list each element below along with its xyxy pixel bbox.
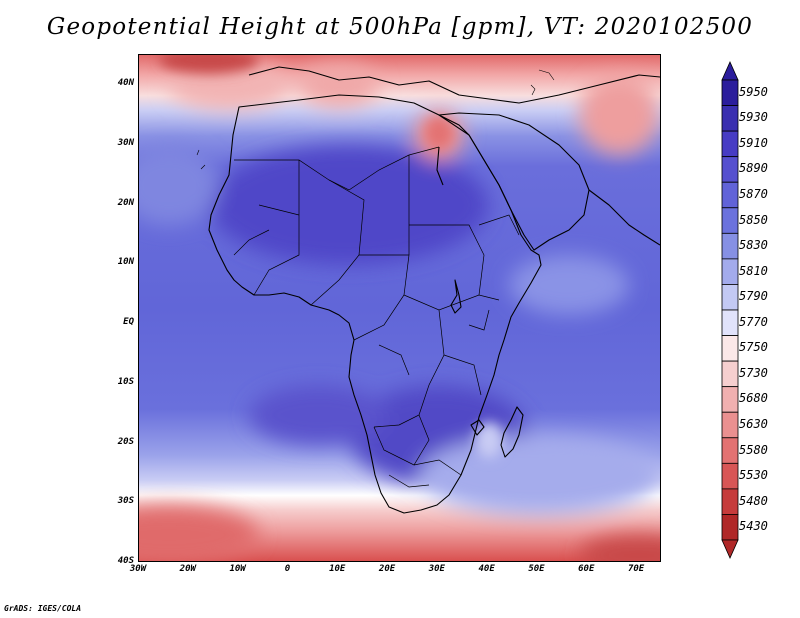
colorbar-level-label: 5870: [739, 187, 768, 201]
colorbar-segment: [721, 156, 739, 183]
colorbar-segment: [721, 207, 739, 234]
colorbar-segment: [721, 335, 739, 362]
colorbar-segment: [721, 130, 739, 158]
lat-tick-label: 10N: [117, 257, 134, 268]
lon-tick-label: 20W: [179, 564, 196, 574]
lon-tick-label: 10E: [329, 564, 346, 574]
colorbar-level-label: 5730: [739, 365, 768, 380]
lat-tick-label: 20N: [117, 197, 134, 208]
colorbar-level-label: 5530: [739, 468, 768, 483]
lon-tick-label: 60E: [578, 564, 595, 574]
lat-tick-label: EQ: [123, 317, 134, 327]
lon-tick-label: 30W: [129, 564, 147, 574]
colorbar-level-label: 5630: [739, 417, 768, 431]
lon-tick-label: 50E: [528, 564, 545, 574]
colorbar-segment: [721, 514, 739, 541]
lat-tick-label: 10S: [117, 376, 134, 387]
colorbar-level-label: 5790: [739, 289, 768, 304]
height-field-map: [139, 55, 660, 561]
colorbar-level-label: 5770: [739, 314, 768, 329]
colorbar-level-label: 5850: [739, 212, 768, 227]
colorbar-segment: [721, 386, 739, 413]
colorbar-level-label: 5830: [739, 238, 768, 253]
chart-title: Geopotential Height at 500hPa [gpm], VT:…: [46, 14, 754, 40]
coastlines: [208, 66, 660, 514]
colorbar: [721, 61, 739, 559]
colorbar-level-label: 5810: [739, 263, 768, 278]
colorbar-segment: [721, 309, 739, 336]
colorbar-segment: [721, 411, 739, 439]
colorbar-top-arrow: [721, 61, 739, 81]
colorbar-segment: [721, 258, 739, 285]
colorbar-segment: [721, 488, 739, 515]
lon-tick-label: 70E: [627, 564, 645, 574]
field-anomalies: [139, 60, 660, 561]
colorbar-segment: [721, 181, 739, 209]
colorbar-segment: [721, 232, 739, 260]
colorbar-level-label: 5930: [739, 110, 768, 125]
colorbar-segment: [721, 79, 739, 106]
colorbar-level-label: 5950: [739, 84, 768, 99]
colorbar-segment: [721, 105, 739, 132]
colorbar-level-label: 5910: [739, 135, 768, 150]
colorbar-segment: [721, 360, 739, 388]
colorbar-segment: [721, 437, 739, 464]
lon-tick-label: 40E: [478, 564, 495, 574]
colorbar-level-label: 5680: [739, 391, 768, 406]
credit-text: GrADS: IGES/COLA: [4, 604, 82, 613]
lat-tick-label: 30S: [117, 496, 134, 507]
map-panel: [138, 54, 661, 562]
colorbar-bottom-arrow: [721, 539, 739, 559]
colorbar-level-label: 5890: [739, 161, 768, 176]
lat-tick-label: 20S: [117, 436, 134, 447]
lat-tick-label: 40N: [117, 78, 134, 88]
lon-tick-label: 30E: [428, 564, 445, 574]
lon-tick-label: 20E: [378, 564, 396, 574]
lon-tick-label: 10W: [229, 564, 246, 574]
lon-tick-label: 0: [284, 564, 291, 574]
colorbar-level-label: 5580: [739, 442, 768, 457]
lat-tick-label: 40S: [117, 556, 134, 566]
country-borders: [233, 146, 520, 488]
colorbar-segment: [721, 462, 739, 490]
colorbar-level-label: 5750: [739, 340, 768, 355]
lat-tick-label: 30N: [117, 137, 134, 148]
colorbar-segment: [721, 284, 739, 311]
colorbar-level-label: 5430: [739, 519, 768, 534]
colorbar-level-label: 5480: [739, 493, 768, 508]
